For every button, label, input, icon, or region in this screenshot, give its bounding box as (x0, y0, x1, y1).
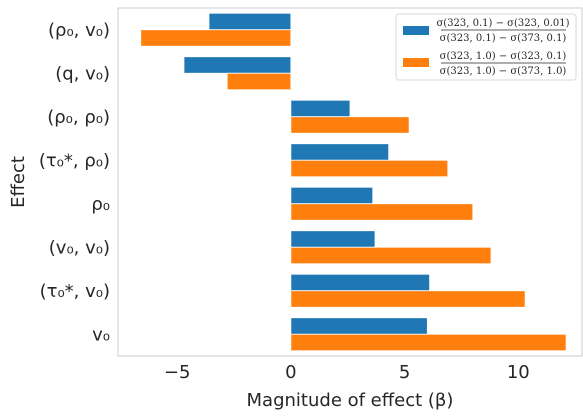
y-tick-label: (ρ₀, ρ₀) (47, 107, 110, 128)
bars-group (140, 12, 567, 352)
legend: σ(323, 0.1) − σ(323, 0.01) σ(323, 0.1) −… (395, 13, 577, 81)
bar-series-1-1 (208, 12, 292, 31)
x-tick-label: −5 (164, 362, 191, 383)
legend-label-series-1-numerator: σ(323, 0.1) − σ(323, 0.01) (436, 18, 569, 29)
y-tick-label: (τ₀*, ρ₀) (39, 150, 110, 171)
legend-label-series-2-denominator: σ(323, 1.0) − σ(373, 1.0) (440, 66, 567, 77)
bar-series-1-3 (290, 99, 351, 118)
bar-series-1-5 (290, 186, 374, 205)
legend-swatch-series-1 (403, 26, 429, 35)
x-tick-label: 0 (285, 362, 296, 383)
plot-frame (117, 7, 583, 357)
x-tick-label: 5 (399, 362, 410, 383)
bar-series-2-6 (290, 246, 492, 265)
y-tick-label: (τ₀*, v₀) (40, 281, 110, 302)
x-axis-title: Magnitude of effect (β) (247, 390, 454, 411)
bar-series-2-4 (290, 159, 449, 178)
y-tick-label: (v₀, v₀) (49, 237, 110, 258)
y-tick-label: (ρ₀, v₀) (48, 20, 110, 41)
y-tick-label: v₀ (92, 324, 110, 345)
y-axis-title: Effect (8, 156, 29, 208)
x-tick-label: 10 (507, 362, 530, 383)
bar-series-1-2 (183, 56, 292, 74)
y-tick-label: (q, v₀) (55, 63, 110, 84)
bar-series-1-8 (290, 317, 428, 335)
bar-series-2-3 (290, 116, 410, 134)
y-tick-labels: (ρ₀, v₀) (q, v₀) (ρ₀, ρ₀) (τ₀*, ρ₀) ρ₀ (v₀, v… (39, 20, 110, 346)
legend-label-series-2-numerator: σ(323, 1.0) − σ(323, 0.1) (440, 51, 567, 62)
x-tick-labels: −5 0 5 10 (164, 362, 530, 383)
legend-label-series-1-denominator: σ(323, 0.1) − σ(373, 0.1) (440, 33, 567, 44)
bar-series-1-7 (290, 273, 431, 292)
legend-swatch-series-2 (403, 58, 429, 67)
bar-series-2-8 (290, 333, 567, 352)
legend-frame (395, 13, 577, 81)
bar-series-1-6 (290, 230, 376, 248)
y-tick-label: ρ₀ (91, 194, 110, 215)
bar-series-2-2 (226, 72, 292, 91)
bar-series-1-4 (290, 143, 390, 161)
bar-series-2-5 (290, 203, 474, 221)
bar-series-2-7 (290, 290, 526, 308)
bar-series-2-1 (140, 29, 292, 47)
